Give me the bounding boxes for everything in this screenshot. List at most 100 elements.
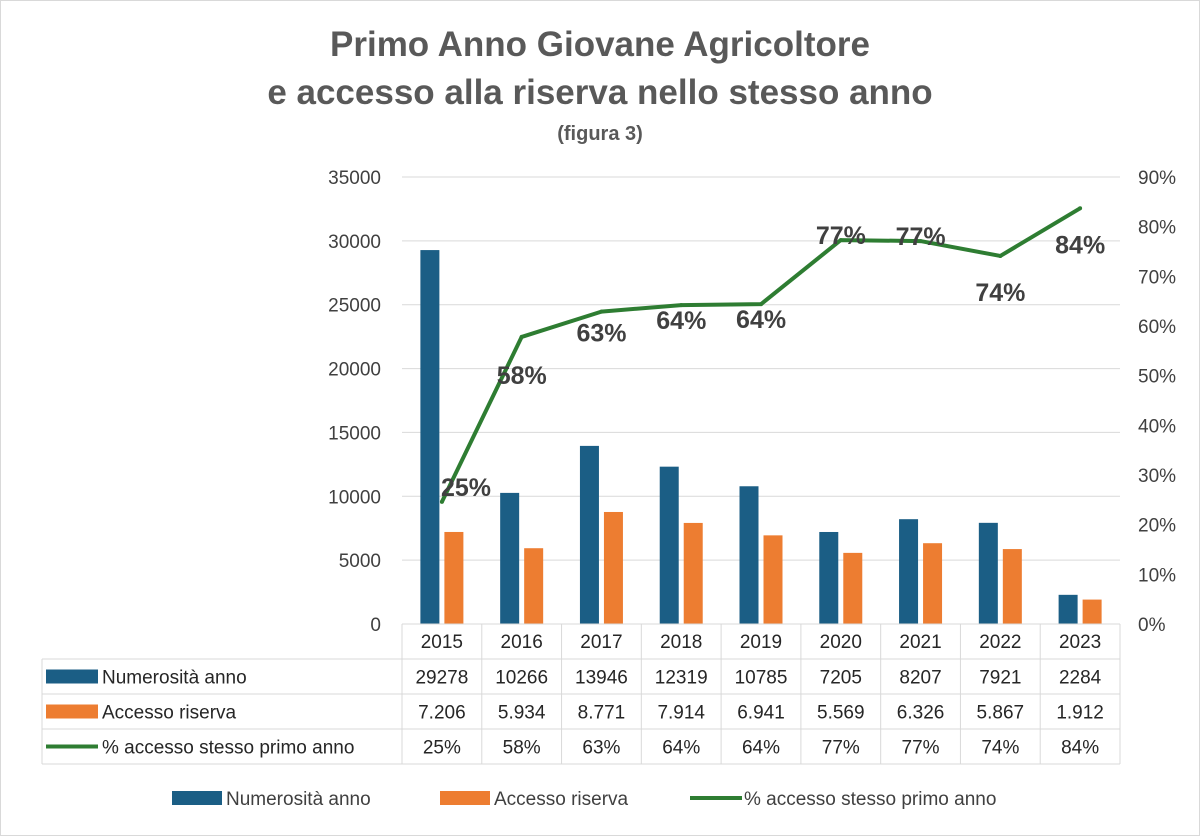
- bar-accesso-2015: [444, 531, 464, 624]
- table-cell: 84%: [1061, 738, 1099, 759]
- table-cell: 64%: [662, 738, 700, 759]
- table-cell: 12319: [655, 668, 708, 689]
- bar-accesso-2023: [1082, 599, 1102, 624]
- bar-numerosita-2016: [500, 492, 520, 624]
- table-cell: 13946: [575, 668, 628, 689]
- line-point: [918, 239, 923, 244]
- table-series-name: Numerosità anno: [102, 668, 247, 689]
- y-right-tick-label: 10%: [1138, 565, 1176, 586]
- table-cell: 29278: [415, 668, 468, 689]
- x-tick-label: 2021: [899, 632, 941, 653]
- x-tick-label: 2016: [501, 632, 543, 653]
- y-right-tick-label: 60%: [1138, 317, 1176, 338]
- y-axis-right: 0% 10% 20% 30% 40% 50% 60% 70% 80% 90%: [1138, 168, 1176, 636]
- line-data-label: 58%: [497, 362, 547, 390]
- x-tick-label: 2022: [979, 632, 1021, 653]
- line-point: [1078, 206, 1083, 211]
- table-cell: 25%: [423, 738, 461, 759]
- table-cell: 6.941: [737, 703, 785, 724]
- line-data-label: 64%: [736, 306, 786, 334]
- y-right-tick-label: 50%: [1138, 367, 1176, 388]
- table-cell: 5.867: [977, 703, 1025, 724]
- y-right-tick-label: 90%: [1138, 168, 1176, 189]
- bar-numerosita-2018: [659, 466, 679, 624]
- x-tick-label: 2020: [820, 632, 862, 653]
- bar-accesso-2022: [1002, 549, 1022, 624]
- y-left-tick-label: 15000: [328, 423, 381, 444]
- data-labels: 25% 58% 63% 64% 64% 77% 77% 74% 84%: [441, 222, 1105, 502]
- table-cell: 8.771: [578, 703, 626, 724]
- table-cell: 5.569: [817, 703, 865, 724]
- x-tick-label: 2015: [421, 632, 463, 653]
- x-tick-label: 2017: [580, 632, 622, 653]
- bar-numerosita-2017: [579, 445, 599, 624]
- bar-accesso-2017: [603, 511, 623, 624]
- table-series-name: % accesso stesso primo anno: [102, 738, 354, 759]
- legend-label: Numerosità anno: [226, 789, 371, 810]
- table-cell: 2284: [1059, 668, 1102, 689]
- y-right-tick-label: 80%: [1138, 218, 1176, 239]
- table-cell: 7921: [979, 668, 1021, 689]
- legend-label: Accesso riserva: [494, 789, 629, 810]
- table-cell: 1.912: [1056, 703, 1104, 724]
- bar-numerosita-2022: [978, 522, 998, 624]
- legend-key: [440, 791, 490, 805]
- table-cell: 8207: [899, 668, 941, 689]
- line-data-label: 25%: [441, 474, 491, 502]
- percentage-line: [439, 206, 1083, 504]
- y-left-tick-label: 0: [370, 615, 381, 636]
- line-point: [838, 238, 843, 243]
- table-cell: 5.934: [498, 703, 546, 724]
- line-point: [679, 303, 684, 308]
- bar-accesso-2019: [763, 535, 783, 624]
- table-cell: 77%: [822, 738, 860, 759]
- x-tick-label: 2023: [1059, 632, 1101, 653]
- table-cell: 77%: [902, 738, 940, 759]
- table-cell: 63%: [582, 738, 620, 759]
- line-point: [599, 309, 604, 314]
- y-right-tick-label: 40%: [1138, 416, 1176, 437]
- legend-key: [172, 791, 222, 805]
- y-left-tick-label: 20000: [328, 360, 381, 381]
- table-cell: 7.914: [657, 703, 705, 724]
- y-right-tick-label: 20%: [1138, 516, 1176, 537]
- bar-numerosita-2019: [739, 486, 759, 624]
- table-cell: 64%: [742, 738, 780, 759]
- bar-numerosita-2015: [420, 250, 440, 624]
- y-left-tick-label: 35000: [328, 168, 381, 189]
- line-data-label: 84%: [1055, 231, 1105, 259]
- bar-accesso-2020: [843, 552, 863, 624]
- y-left-tick-label: 30000: [328, 232, 381, 253]
- table-legend-key: [46, 669, 98, 684]
- line-point: [759, 302, 763, 307]
- y-axis-left: 0 5000 10000 15000 20000 25000 30000 35000: [328, 168, 381, 636]
- y-left-tick-label: 25000: [328, 296, 381, 317]
- line-data-label: 74%: [975, 279, 1025, 307]
- table-cell: 10785: [735, 668, 788, 689]
- data-table: 2015 2016 2017 2018 2019 2020 2021 2022 2023 Nume…: [41, 623, 1121, 765]
- bar-accesso-2021: [923, 543, 943, 624]
- bar-numerosita-2020: [819, 531, 839, 624]
- line-data-label: 63%: [576, 320, 626, 348]
- line-data-label: 77%: [896, 223, 946, 251]
- table-legend-key: [46, 704, 98, 719]
- line-data-label: 77%: [816, 222, 866, 250]
- y-left-tick-label: 5000: [339, 551, 381, 572]
- chart-title-line2: e accesso alla riserva nello stesso anno: [267, 73, 932, 112]
- y-right-tick-label: 0%: [1138, 615, 1166, 636]
- line-point: [998, 253, 1003, 258]
- line-point: [439, 499, 444, 504]
- bar-accesso-2018: [683, 522, 703, 624]
- y-right-tick-label: 70%: [1138, 267, 1176, 288]
- table-cell: 74%: [981, 738, 1019, 759]
- line-point: [519, 334, 524, 339]
- table-series-name: Accesso riserva: [102, 703, 237, 724]
- table-cell: 7205: [820, 668, 862, 689]
- table-cell: 7.206: [418, 703, 466, 724]
- bars: [420, 250, 1102, 624]
- y-right-tick-label: 30%: [1138, 466, 1176, 487]
- bar-accesso-2016: [524, 548, 544, 624]
- x-tick-label: 2019: [740, 632, 782, 653]
- table-cell: 6.326: [897, 703, 945, 724]
